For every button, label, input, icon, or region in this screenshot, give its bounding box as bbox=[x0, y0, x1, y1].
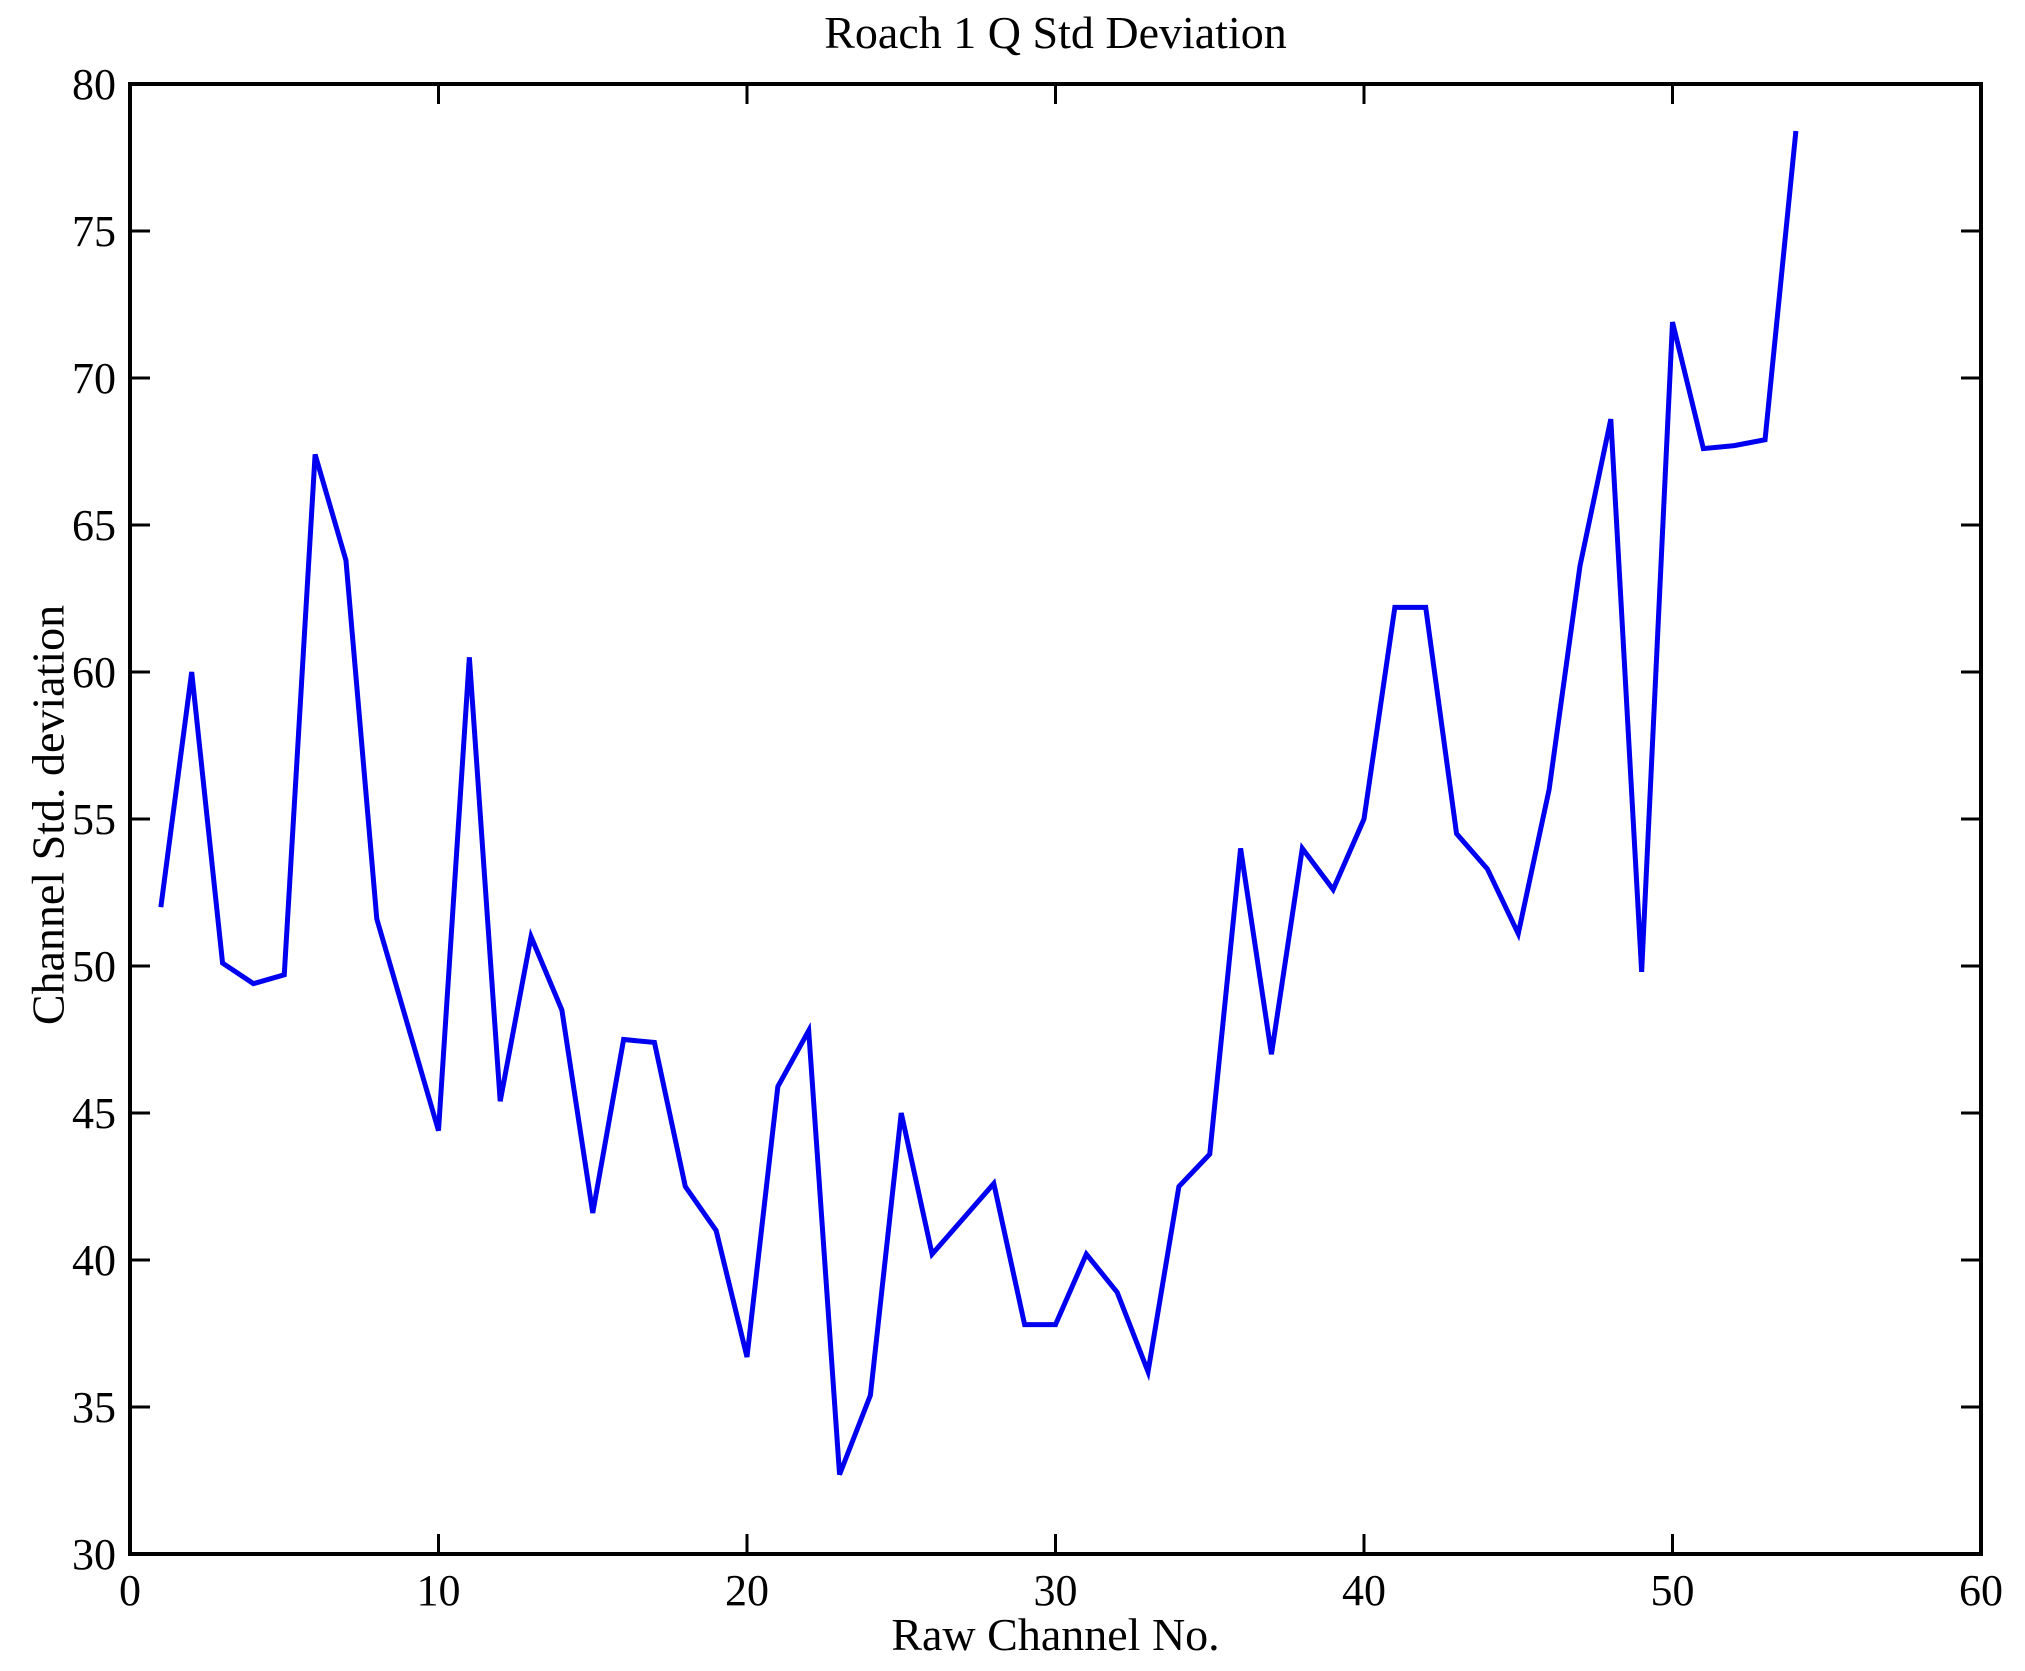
y-tick-label: 65 bbox=[72, 501, 116, 550]
x-tick-label: 50 bbox=[1651, 1566, 1695, 1615]
x-tick-label: 10 bbox=[417, 1566, 461, 1615]
y-tick-label: 80 bbox=[72, 60, 116, 109]
y-tick-label: 40 bbox=[72, 1236, 116, 1285]
y-tick-label: 60 bbox=[72, 648, 116, 697]
x-tick-label: 40 bbox=[1342, 1566, 1386, 1615]
y-tick-label: 45 bbox=[72, 1089, 116, 1138]
y-tick-label: 75 bbox=[72, 207, 116, 256]
y-tick-label: 30 bbox=[72, 1530, 116, 1579]
x-tick-label: 20 bbox=[725, 1566, 769, 1615]
chart-title: Roach 1 Q Std Deviation bbox=[824, 7, 1287, 58]
y-tick-label: 50 bbox=[72, 942, 116, 991]
data-line-channel-std-deviation bbox=[158, 130, 1799, 1476]
x-tick-label: 0 bbox=[119, 1566, 141, 1615]
x-tick-label: 60 bbox=[1959, 1566, 2003, 1615]
y-tick-label: 55 bbox=[72, 795, 116, 844]
axes-box bbox=[128, 82, 1983, 1556]
x-axis-label: Raw Channel No. bbox=[891, 1609, 1220, 1660]
y-tick-label: 70 bbox=[72, 354, 116, 403]
x-tick-label: 30 bbox=[1034, 1566, 1078, 1615]
y-tick-label: 35 bbox=[72, 1383, 116, 1432]
